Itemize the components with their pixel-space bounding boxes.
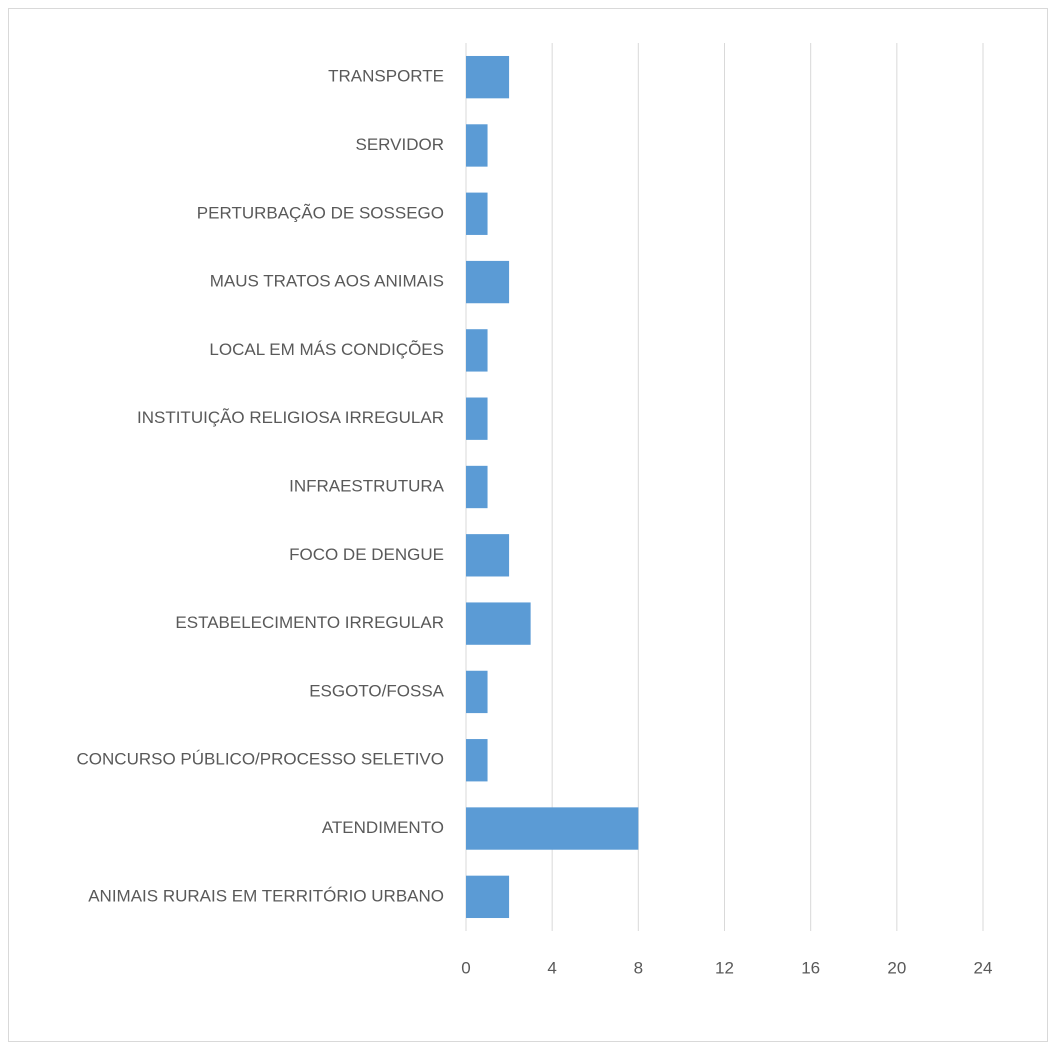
bar: [466, 602, 531, 645]
bar: [466, 534, 510, 577]
x-tick-label: 0: [461, 958, 470, 977]
bar: [466, 807, 639, 850]
y-tick-label: ESGOTO/FOSSA: [309, 681, 444, 700]
bar: [466, 329, 488, 372]
chart-border: [8, 8, 1048, 1042]
x-tick-label: 24: [974, 958, 993, 977]
bar: [466, 397, 488, 440]
y-tick-label: MAUS TRATOS AOS ANIMAIS: [210, 272, 444, 291]
x-tick-label: 20: [887, 958, 906, 977]
y-tick-label: LOCAL EM MÁS CONDIÇÕES: [209, 340, 444, 359]
bar: [466, 260, 510, 304]
y-tick-label: TRANSPORTE: [328, 67, 444, 86]
x-tick-label: 4: [547, 958, 556, 977]
y-tick-label: INFRAESTRUTURA: [289, 476, 445, 495]
bar: [466, 739, 488, 782]
bar: [466, 465, 488, 509]
x-tick-label: 8: [634, 958, 643, 977]
bar: [466, 192, 488, 235]
y-tick-label: ESTABELECIMENTO IRREGULAR: [175, 613, 444, 632]
bar: [466, 670, 488, 714]
y-tick-label: ANIMAIS RURAIS EM TERRITÓRIO URBANO: [88, 886, 444, 905]
y-tick-label: FOCO DE DENGUE: [289, 545, 444, 564]
y-tick-label: PERTURBAÇÃO DE SOSSEGO: [197, 203, 444, 222]
y-tick-label: ATENDIMENTO: [322, 818, 444, 837]
y-tick-label: INSTITUIÇÃO RELIGIOSA IRREGULAR: [137, 408, 444, 427]
bar: [466, 55, 510, 99]
bar: [466, 124, 488, 167]
bar: [466, 875, 510, 919]
y-tick-label: SERVIDOR: [356, 135, 445, 154]
x-tick-label: 16: [801, 958, 820, 977]
x-tick-label: 12: [715, 958, 734, 977]
y-tick-label: CONCURSO PÚBLICO/PROCESSO SELETIVO: [77, 750, 444, 769]
